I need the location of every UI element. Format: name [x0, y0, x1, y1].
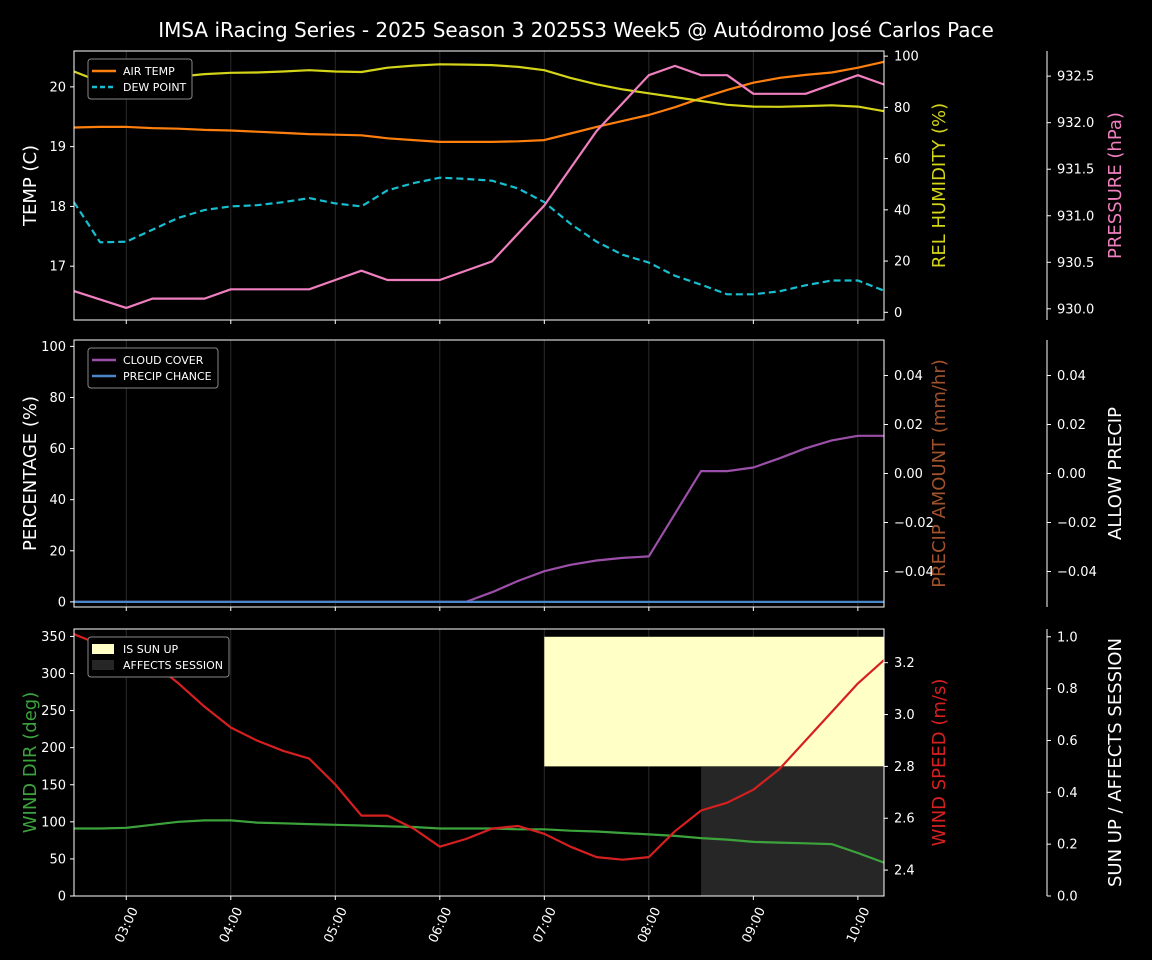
far-right-tick-label: 932.5: [1057, 70, 1094, 85]
right-axis-label: WIND SPEED (m/s): [929, 679, 950, 847]
band-affects-session: [701, 766, 884, 896]
far-right-axis-label: SUN UP / AFFECTS SESSION: [1105, 638, 1126, 887]
far-right-tick-label: 0.0: [1057, 890, 1078, 905]
series-dew-point: [73, 176, 885, 296]
plot-frame: [73, 628, 885, 897]
left-tick-label: 150: [41, 778, 66, 793]
legend-label: CLOUD COVER: [123, 354, 204, 367]
far-right-tick-label: 931.5: [1057, 163, 1094, 178]
left-tick-label: 200: [41, 741, 66, 756]
right-axis-label: REL HUMIDITY (%): [929, 103, 950, 268]
far-right-tick-label: 1.0: [1057, 630, 1078, 645]
left-axis-label: TEMP (C): [20, 145, 41, 227]
right-tick-label: −0.04: [894, 565, 934, 580]
far-right-tick-label: 0.8: [1057, 682, 1078, 697]
left-tick-label: 60: [49, 442, 66, 457]
series-cloud-cover: [74, 434, 884, 604]
right-tick-label: 2.6: [894, 812, 915, 827]
panel-1: 17 18 19 20 0 20 40 60 80 100 930.0 930.5 931.0 931.5…: [20, 50, 1126, 324]
band-is-sun-up: [544, 636, 884, 767]
left-axis-label: WIND DIR (deg): [20, 692, 41, 834]
series-wind-dir: [74, 819, 885, 864]
far-right-tick-label: 0.2: [1057, 838, 1078, 853]
right-tick-label: 80: [894, 101, 911, 116]
legend-label: PRECIP CHANCE: [123, 370, 212, 383]
right-tick-label: 0: [894, 306, 902, 321]
right-tick-label: 40: [894, 203, 911, 218]
right-tick-label: 3.2: [894, 656, 915, 671]
left-tick-label: 50: [49, 852, 66, 867]
legend-label: AIR TEMP: [123, 65, 175, 78]
legend-label: IS SUN UP: [123, 643, 179, 656]
right-tick-label: 100: [894, 50, 919, 65]
right-axis-label: PRECIP AMOUNT (mm/hr): [929, 359, 950, 588]
far-right-tick-label: 0.4: [1057, 786, 1078, 801]
legend-swatch: [92, 644, 114, 654]
right-tick-label: −0.02: [894, 516, 934, 531]
right-tick-label: 2.8: [894, 760, 915, 775]
far-right-tick-label: 0.6: [1057, 734, 1078, 749]
figure-title: IMSA iRacing Series - 2025 Season 3 2025…: [158, 18, 994, 42]
far-right-tick-label: 930.5: [1057, 256, 1094, 271]
right-tick-label: 0.04: [894, 369, 923, 384]
left-tick-label: 0: [58, 595, 66, 610]
legend-swatch: [92, 660, 114, 670]
left-tick-label: 100: [41, 815, 66, 830]
far-right-tick-label: 0.02: [1057, 418, 1086, 433]
left-tick-label: 300: [41, 667, 66, 682]
far-right-tick-label: −0.02: [1057, 516, 1097, 531]
left-tick-label: 100: [41, 340, 66, 355]
series-air-temp: [73, 60, 885, 143]
series-rel-humidity: [73, 63, 885, 113]
far-right-tick-label: −0.04: [1057, 565, 1097, 580]
right-tick-label: 2.4: [894, 864, 915, 879]
left-tick-label: 19: [49, 140, 66, 155]
left-tick-label: 18: [49, 200, 66, 215]
series-wind-speed: [73, 633, 885, 861]
left-tick-label: 250: [41, 704, 66, 719]
legend-box: [87, 58, 193, 100]
right-tick-label: 60: [894, 152, 911, 167]
left-tick-label: 20: [49, 80, 66, 95]
panel-3: 0 50 100 150 200 250 300 350 2.4 2.6 2.8 3.0 3.2 0.0 0…: [20, 628, 1126, 945]
legend-label: DEW POINT: [123, 81, 187, 94]
left-tick-label: 350: [41, 630, 66, 645]
far-right-tick-label: 932.0: [1057, 116, 1094, 131]
series-pressure: [73, 64, 885, 309]
far-right-tick-label: 931.0: [1057, 209, 1094, 224]
left-tick-label: 20: [49, 544, 66, 559]
right-tick-label: 0.02: [894, 418, 923, 433]
legend-box: [87, 636, 230, 678]
far-right-tick-label: 0.00: [1057, 467, 1086, 482]
panel-2: 0 20 40 60 80 100 −0.04 −0.02 0.00 0.02 0.04 −0.04 −…: [20, 339, 1126, 611]
right-tick-label: 0.00: [894, 467, 923, 482]
right-tick-label: 3.0: [894, 708, 915, 723]
left-tick-label: 17: [49, 260, 66, 275]
far-right-tick-label: 930.0: [1057, 302, 1094, 317]
left-tick-label: 80: [49, 391, 66, 406]
left-axis-label: PERCENTAGE (%): [20, 396, 41, 551]
far-right-axis-label: PRESSURE (hPa): [1105, 112, 1126, 259]
legend-box: [87, 347, 219, 389]
plot-frame: [73, 50, 885, 321]
left-tick-label: 0: [58, 890, 66, 905]
left-tick-label: 40: [49, 493, 66, 508]
far-right-axis-label: ALLOW PRECIP: [1105, 407, 1126, 540]
far-right-tick-label: 0.04: [1057, 369, 1086, 384]
right-tick-label: 20: [894, 255, 911, 270]
legend-label: AFFECTS SESSION: [123, 659, 223, 672]
